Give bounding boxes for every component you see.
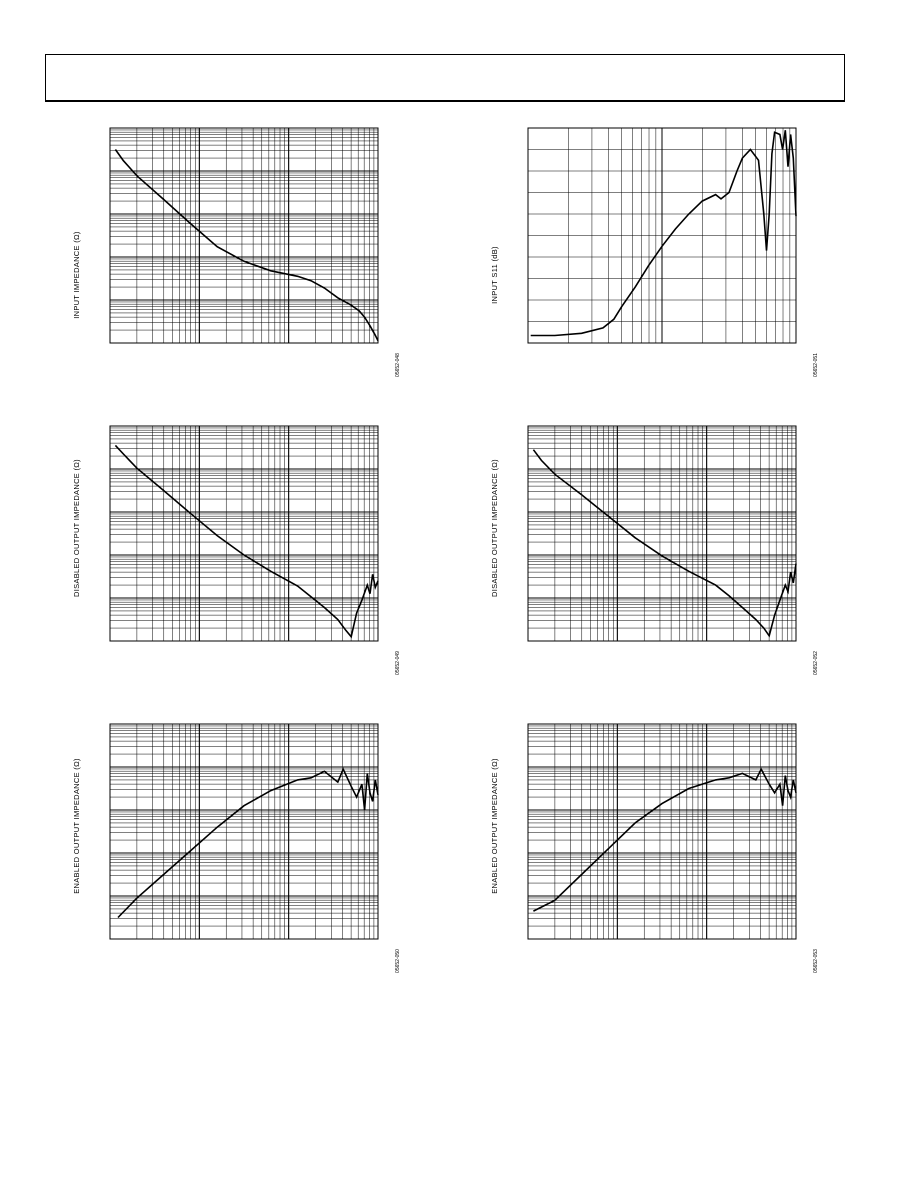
plot-enabled-output-impedance-2: ENABLED OUTPUT IMPEDANCE (Ω) 05652-053 [478,716,828,976]
plot-svg: DISABLED OUTPUT IMPEDANCE (Ω) 05652-049 [72,425,401,675]
plot-svg: DISABLED OUTPUT IMPEDANCE (Ω) 05652-052 [490,425,819,675]
grid [109,425,379,642]
plot-frame [109,127,379,344]
plot-disabled-output-impedance-1: DISABLED OUTPUT IMPEDANCE (Ω) 05652-049 [60,418,410,678]
page-header-box [45,54,845,102]
plot-frame [109,425,379,642]
y-axis-label: INPUT S11 (dB) [490,246,499,304]
grid [109,127,379,344]
grid [527,127,797,344]
y-axis-label: ENABLED OUTPUT IMPEDANCE (Ω) [490,758,499,894]
y-axis-label: INPUT IMPEDANCE (Ω) [72,231,81,319]
figure-id: 05652-050 [395,949,401,973]
plot-frame [109,723,379,940]
series-line [114,444,379,639]
plot-frame [527,425,797,642]
grid [527,723,797,940]
plot-frame [527,723,797,940]
grid [109,723,379,940]
figure-id: 05652-048 [395,353,401,377]
figure-id: 05652-051 [813,353,819,377]
series-line [530,130,797,337]
plot-frame [527,127,797,344]
plot-svg: INPUT IMPEDANCE (Ω) 05652-048 [72,127,401,377]
y-axis-label: DISABLED OUTPUT IMPEDANCE (Ω) [490,459,499,597]
figure-id: 05652-049 [395,651,401,675]
plot-input-impedance: INPUT IMPEDANCE (Ω) 05652-048 [60,120,410,380]
figure-id: 05652-053 [813,949,819,973]
y-axis-label: DISABLED OUTPUT IMPEDANCE (Ω) [72,459,81,597]
series-line [114,149,379,342]
grid [527,425,797,642]
plot-disabled-output-impedance-2: DISABLED OUTPUT IMPEDANCE (Ω) 05652-052 [478,418,828,678]
plot-enabled-output-impedance-1: ENABLED OUTPUT IMPEDANCE (Ω) 05652-050 [60,716,410,976]
plot-svg: ENABLED OUTPUT IMPEDANCE (Ω) 05652-050 [72,723,401,973]
series-line [533,767,797,912]
series-line [532,449,797,638]
series-line [117,767,379,919]
plot-input-s11: INPUT S11 (dB) 05652-051 [478,120,828,380]
y-axis-label: ENABLED OUTPUT IMPEDANCE (Ω) [72,758,81,894]
plot-svg: ENABLED OUTPUT IMPEDANCE (Ω) 05652-053 [490,723,819,973]
figure-id: 05652-052 [813,651,819,675]
plot-svg: INPUT S11 (dB) 05652-051 [490,127,819,377]
